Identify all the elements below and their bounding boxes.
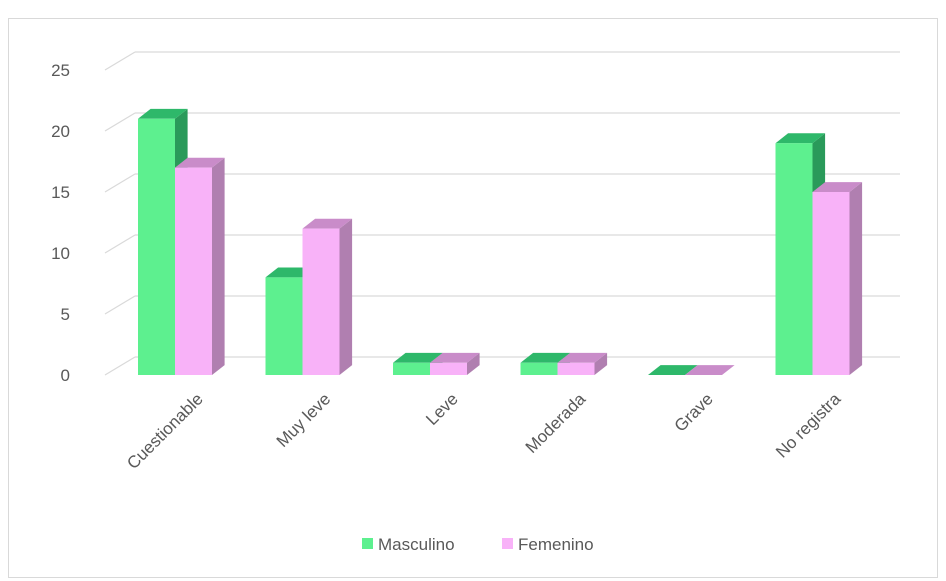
bar-top bbox=[520, 352, 571, 363]
bar-side bbox=[339, 218, 353, 375]
bar-top bbox=[430, 352, 480, 363]
x-tick-label: Leve bbox=[422, 389, 462, 429]
bar bbox=[175, 157, 225, 375]
bar-top bbox=[775, 133, 826, 144]
gridline-depth bbox=[104, 51, 136, 71]
gridline-depth bbox=[104, 173, 136, 193]
y-tick-label: 10 bbox=[51, 244, 70, 263]
bar-front bbox=[393, 362, 430, 375]
y-tick-label: 15 bbox=[51, 183, 70, 202]
x-tick-label: Grave bbox=[671, 389, 717, 435]
legend-item: Masculino bbox=[362, 535, 455, 554]
bar bbox=[557, 352, 608, 375]
bar-top bbox=[302, 218, 353, 229]
bar-top bbox=[393, 352, 443, 363]
legend: Masculino Femenino bbox=[362, 535, 594, 554]
bar-front bbox=[265, 277, 303, 375]
bar-front bbox=[175, 167, 212, 375]
bar-top bbox=[648, 365, 698, 375]
bar-front bbox=[812, 192, 850, 375]
gridline-depth bbox=[104, 234, 136, 254]
y-axis: 0 5 10 15 20 25 bbox=[51, 61, 70, 385]
bar-front bbox=[302, 228, 340, 375]
y-tick-label: 20 bbox=[51, 122, 70, 141]
bar-top bbox=[812, 182, 863, 192]
bar-front bbox=[138, 118, 175, 376]
x-tick-label: No registra bbox=[772, 389, 845, 462]
bar-top bbox=[138, 108, 188, 119]
bars bbox=[138, 108, 863, 376]
y-tick-label: 25 bbox=[51, 61, 70, 80]
x-tick-label: Moderada bbox=[522, 389, 590, 457]
x-tick-label: Muy leve bbox=[273, 389, 335, 451]
gridline-depth bbox=[104, 295, 136, 315]
bar-top bbox=[557, 352, 608, 363]
y-tick-label: 5 bbox=[61, 305, 70, 324]
bar bbox=[430, 352, 480, 375]
bar bbox=[302, 218, 353, 375]
bar bbox=[648, 365, 698, 375]
gridline-depth bbox=[104, 112, 136, 132]
bar-side bbox=[594, 352, 608, 375]
bar-front bbox=[557, 362, 595, 375]
gridlines bbox=[104, 51, 900, 376]
bar-front bbox=[520, 362, 558, 375]
legend-item: Femenino bbox=[502, 535, 594, 554]
bar-side bbox=[849, 182, 863, 375]
bar-top bbox=[175, 157, 225, 168]
y-tick-label: 0 bbox=[61, 366, 70, 385]
bar-front bbox=[775, 143, 813, 375]
gridline-depth bbox=[104, 356, 136, 376]
bar-side bbox=[467, 352, 480, 375]
legend-label: Masculino bbox=[378, 535, 455, 554]
bar bbox=[685, 365, 735, 375]
bar-front bbox=[430, 362, 467, 375]
x-tick-label: Cuestionable bbox=[123, 389, 207, 473]
bar-side bbox=[212, 157, 225, 375]
bar bbox=[812, 182, 863, 375]
legend-swatch bbox=[502, 538, 513, 549]
bar-top bbox=[685, 365, 735, 375]
legend-label: Femenino bbox=[518, 535, 594, 554]
legend-swatch bbox=[362, 538, 373, 549]
